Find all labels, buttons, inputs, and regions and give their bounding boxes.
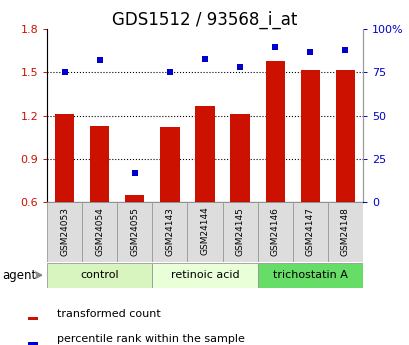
Point (201, 56, 208, 61)
Bar (28, 342, 38, 345)
Bar (160, 127, 179, 202)
Text: trichostatin A: trichostatin A (272, 270, 347, 280)
Point (306, 49, 313, 55)
Text: retinoic acid: retinoic acid (170, 270, 239, 280)
Bar (152, 202, 187, 262)
Bar (90, 126, 109, 202)
Bar (82, 202, 117, 262)
Point (131, 170, 138, 175)
Bar (152, 263, 257, 288)
Text: percentile rank within the sample: percentile rank within the sample (57, 334, 245, 344)
Bar (195, 106, 214, 202)
Text: control: control (80, 270, 119, 280)
Bar (47, 202, 82, 262)
Bar (47, 263, 152, 288)
Text: GSM24143: GSM24143 (165, 207, 174, 256)
Bar (257, 202, 292, 262)
Bar (55, 114, 74, 202)
Point (61, 70, 68, 75)
Bar (300, 70, 319, 202)
Bar (125, 195, 144, 202)
Text: GSM24147: GSM24147 (305, 207, 314, 256)
Bar (187, 202, 222, 262)
Bar (335, 70, 354, 202)
Text: GSM24055: GSM24055 (130, 207, 139, 256)
Text: GSM24053: GSM24053 (60, 207, 69, 256)
Bar (292, 202, 327, 262)
Point (271, 44, 278, 49)
Text: GSM24145: GSM24145 (235, 207, 244, 256)
Bar (230, 114, 249, 202)
Point (236, 65, 243, 70)
Bar (28, 317, 38, 320)
Bar (222, 202, 257, 262)
Text: GSM24054: GSM24054 (95, 207, 104, 256)
Text: GSM24148: GSM24148 (340, 207, 349, 256)
Bar (117, 202, 152, 262)
Point (341, 47, 348, 53)
Text: GDS1512 / 93568_i_at: GDS1512 / 93568_i_at (112, 10, 297, 29)
Text: agent: agent (2, 269, 36, 282)
Text: GSM24146: GSM24146 (270, 207, 279, 256)
Bar (327, 202, 362, 262)
Point (166, 70, 173, 75)
Text: transformed count: transformed count (57, 309, 161, 319)
Bar (257, 263, 362, 288)
Text: GSM24144: GSM24144 (200, 207, 209, 255)
Point (96, 58, 103, 63)
Bar (265, 61, 284, 202)
